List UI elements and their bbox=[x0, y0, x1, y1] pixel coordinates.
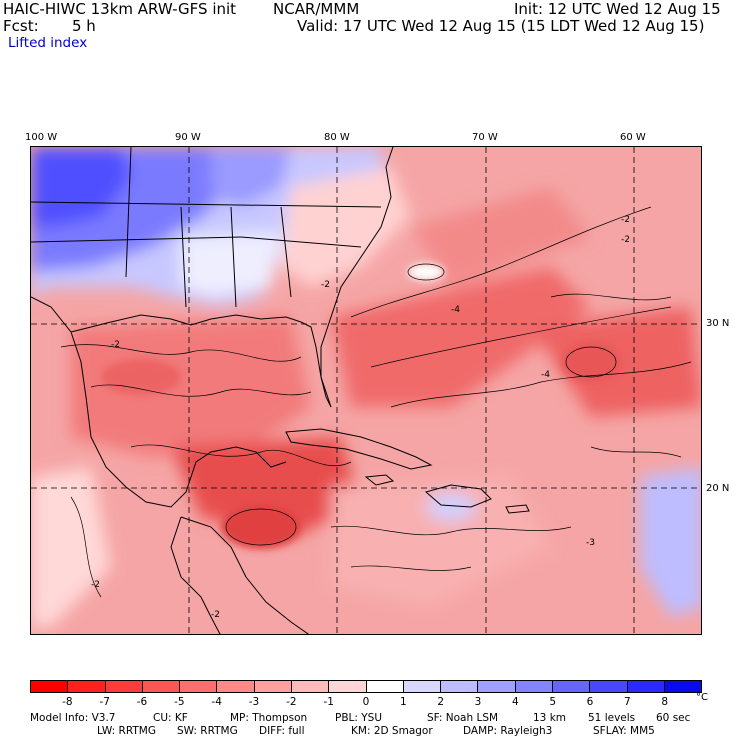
lon-label: 80 W bbox=[324, 132, 350, 143]
field-name: Lifted index bbox=[8, 35, 88, 51]
colorbar-tick-label: 6 bbox=[586, 696, 594, 708]
mp-scheme: MP: Thompson bbox=[230, 712, 308, 724]
colorbar-tick-label: 4 bbox=[511, 696, 519, 708]
coastlines bbox=[31, 147, 530, 634]
lat-lon-grid bbox=[31, 147, 701, 634]
colorbar-swatch bbox=[329, 681, 367, 692]
sflay-scheme: SFLAY: MM5 bbox=[593, 725, 655, 737]
colorbar-swatch bbox=[105, 681, 143, 692]
diff-scheme: DIFF: full bbox=[259, 725, 305, 737]
lon-label: 70 W bbox=[472, 132, 498, 143]
contour-label: -2 bbox=[111, 340, 120, 350]
contour-label: -4 bbox=[451, 305, 460, 315]
colorbar-unit: °C bbox=[696, 692, 708, 703]
colorbar-tick-label: -6 bbox=[136, 696, 148, 708]
colorbar-swatch bbox=[31, 681, 69, 692]
colorbar-tick-label: 5 bbox=[549, 696, 556, 708]
contours bbox=[60, 206, 692, 598]
lon-label: 100 W bbox=[25, 132, 58, 143]
resolution: 13 km bbox=[533, 712, 567, 724]
colorbar-swatch bbox=[142, 681, 181, 692]
colorbar-tick-label: -5 bbox=[174, 696, 185, 708]
colorbar-tick-label: -3 bbox=[248, 696, 260, 708]
colorbar-tick-label: 8 bbox=[661, 696, 668, 708]
lon-label: 60 W bbox=[620, 132, 646, 143]
contour-label: -2 bbox=[91, 580, 100, 590]
colorbar-tick-label: -2 bbox=[286, 696, 297, 708]
colorbar-swatch bbox=[291, 681, 330, 692]
colorbar-swatch bbox=[664, 681, 702, 692]
colorbar-swatch bbox=[366, 681, 404, 692]
lat-label: 20 N bbox=[706, 483, 730, 494]
lat-label: 30 N bbox=[706, 318, 730, 329]
colorbar-tick-label: 1 bbox=[399, 696, 407, 708]
lw-scheme: LW: RRTMG bbox=[97, 725, 156, 737]
center-label: NCAR/MMM bbox=[273, 0, 360, 18]
colorbar-swatch bbox=[403, 681, 442, 692]
colorbar-tick-label: 0 bbox=[362, 696, 370, 708]
contour-label: -4 bbox=[541, 370, 550, 380]
forecast-hour: 5 h bbox=[72, 17, 96, 35]
colorbar-tick-label: -7 bbox=[99, 696, 110, 708]
init-time: Init: 12 UTC Wed 12 Aug 15 bbox=[514, 0, 721, 18]
colorbar-swatch bbox=[254, 681, 292, 692]
map-canvas: -2 -4 -2 -2 -3 -2 -4 -2 -2 bbox=[31, 147, 701, 634]
field-detail bbox=[101, 264, 621, 549]
colorbar-tick-label: -1 bbox=[323, 696, 334, 708]
lon-label: 90 W bbox=[175, 132, 201, 143]
model-title: HAIC-HIWC 13km ARW-GFS init bbox=[3, 0, 237, 18]
colorbar-swatch bbox=[590, 681, 628, 692]
contour-labels: -2 -4 -2 -2 -3 -2 -4 -2 -2 bbox=[91, 215, 630, 620]
colorbar-tick-label: 7 bbox=[623, 696, 631, 708]
pbl-scheme: PBL: YSU bbox=[335, 712, 383, 724]
colorbar-swatch bbox=[68, 681, 106, 692]
colorbar-swatch bbox=[552, 681, 591, 692]
levels: 51 levels bbox=[588, 712, 636, 724]
colorbar bbox=[30, 680, 702, 693]
colorbar-tick-label: 3 bbox=[474, 696, 482, 708]
contour-label: -2 bbox=[621, 215, 630, 225]
colorbar-swatch bbox=[217, 681, 255, 692]
colorbar-tick-label: -4 bbox=[211, 696, 222, 708]
colorbar-swatch bbox=[627, 681, 665, 692]
colorbar-swatch bbox=[515, 681, 553, 692]
sf-scheme: SF: Noah LSM bbox=[427, 712, 499, 724]
timestep: 60 sec bbox=[656, 712, 691, 724]
contour-label: -3 bbox=[586, 538, 595, 548]
contour-label: -2 bbox=[621, 235, 630, 245]
colorbar-tick-label: 2 bbox=[437, 696, 444, 708]
contour-label: -2 bbox=[211, 610, 220, 620]
sw-scheme: SW: RRTMG bbox=[177, 725, 238, 737]
colorbar-swatch bbox=[441, 681, 479, 692]
lifted-index-map: -2 -4 -2 -2 -3 -2 -4 -2 -2 bbox=[30, 146, 702, 635]
colorbar-tick-label: -8 bbox=[62, 696, 73, 708]
model-info: Model Info: V3.7 bbox=[30, 712, 116, 724]
damp-scheme: DAMP: Rayleigh3 bbox=[463, 725, 553, 737]
km-scheme: KM: 2D Smagor bbox=[351, 725, 433, 737]
forecast-label: Fcst: bbox=[3, 17, 39, 35]
cu-scheme: CU: KF bbox=[153, 712, 188, 724]
colorbar-swatch bbox=[478, 681, 516, 692]
contour-label: -2 bbox=[321, 280, 330, 290]
valid-time: Valid: 17 UTC Wed 12 Aug 15 (15 LDT Wed … bbox=[297, 17, 705, 35]
colorbar-swatch bbox=[180, 681, 218, 692]
